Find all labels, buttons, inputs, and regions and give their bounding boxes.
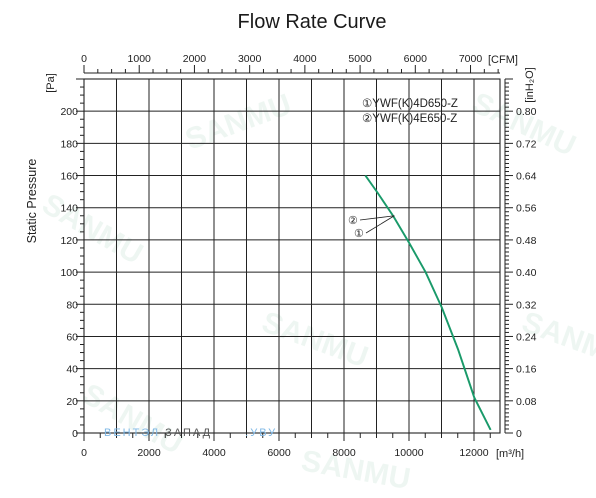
y-tick-label: 100 xyxy=(60,267,78,279)
x2-tick-label: 3000 xyxy=(238,53,262,65)
axis-ticks xyxy=(76,65,513,441)
brand-watermark: SANMU xyxy=(77,377,189,461)
x-tick-label: 2000 xyxy=(137,447,161,459)
y-axis-unit: [Pa] xyxy=(45,73,57,93)
y2-axis-unit: [inH₂O] xyxy=(524,67,536,102)
y-tick-label: 80 xyxy=(66,299,78,311)
x-tick-label: 8000 xyxy=(332,447,356,459)
x2-axis-unit: [CFM] xyxy=(488,54,518,66)
y2-tick-label: 0 xyxy=(516,428,522,440)
series-line xyxy=(365,175,492,431)
curve-callouts: ②① xyxy=(348,215,395,240)
watermark-part-1: ВЕНТЭЛ xyxy=(104,427,160,439)
x2-tick-label: 2000 xyxy=(183,53,207,65)
x-tick-label: 4000 xyxy=(202,447,226,459)
chart-grid xyxy=(84,79,500,433)
y-tick-label: 40 xyxy=(66,364,78,376)
brand-watermark: SANMU xyxy=(258,306,373,375)
y-tick-label: 120 xyxy=(60,235,78,247)
y2-tick-label: 0.64 xyxy=(516,171,537,183)
y-tick-label: 0 xyxy=(72,428,78,440)
callout-leader xyxy=(365,215,395,234)
watermark-part-3: .УВУ xyxy=(245,427,277,439)
x-axis-unit: [m³/h] xyxy=(496,448,524,460)
series-line xyxy=(364,175,491,431)
y2-tick-label: 0.24 xyxy=(516,331,537,343)
y2-tick-label: 0.80 xyxy=(516,106,537,118)
y-tick-label: 140 xyxy=(60,203,78,215)
x2-tick-label: 6000 xyxy=(404,53,428,65)
y2-tick-label: 0.48 xyxy=(516,235,537,247)
watermark-part-2: ЗАПАД xyxy=(165,427,212,439)
y2-tick-label: 0.72 xyxy=(516,138,537,150)
y-axis-label: Static Pressure xyxy=(25,159,39,244)
legend-entry: ②YWF(K)4E650-Z xyxy=(362,113,457,125)
y-tick-label: 20 xyxy=(66,396,78,408)
x2-tick-label: 4000 xyxy=(293,53,317,65)
x-tick-label: 6000 xyxy=(267,447,291,459)
y-tick-label: 180 xyxy=(60,138,78,150)
chart-series xyxy=(364,175,492,431)
y2-tick-label: 0.32 xyxy=(516,299,537,311)
chart-legend: ①YWF(K)4D650-Z ②YWF(K)4E650-Z xyxy=(362,98,458,125)
plot-area-frame xyxy=(83,78,501,434)
x-tick-label: 0 xyxy=(81,447,87,459)
y2-tick-label: 0.16 xyxy=(516,364,537,376)
y-tick-label: 160 xyxy=(60,171,78,183)
x2-tick-label: 1000 xyxy=(128,53,152,65)
callout-marker: ② xyxy=(348,215,358,227)
chart-title: Flow Rate Curve xyxy=(238,11,387,33)
x2-tick-label: 0 xyxy=(81,53,87,65)
brand-watermark: SANMU xyxy=(37,187,149,271)
y-tick-label: 200 xyxy=(60,106,78,118)
callout-leader xyxy=(359,215,395,221)
y-tick-label: 60 xyxy=(66,331,78,343)
x-tick-label: 10000 xyxy=(394,447,423,459)
y2-tick-label: 0.40 xyxy=(516,267,537,279)
x2-tick-label: 5000 xyxy=(348,53,372,65)
y2-tick-label: 0.08 xyxy=(516,396,537,408)
legend-entry: ①YWF(K)4D650-Z xyxy=(362,98,458,110)
callout-marker: ① xyxy=(354,228,364,240)
x2-tick-label: 7000 xyxy=(459,53,483,65)
watermark-text: ВЕНТЭЛ ЗАПАД .УВУ xyxy=(104,427,277,439)
x-tick-label: 12000 xyxy=(459,447,488,459)
y2-tick-label: 0.56 xyxy=(516,203,537,215)
